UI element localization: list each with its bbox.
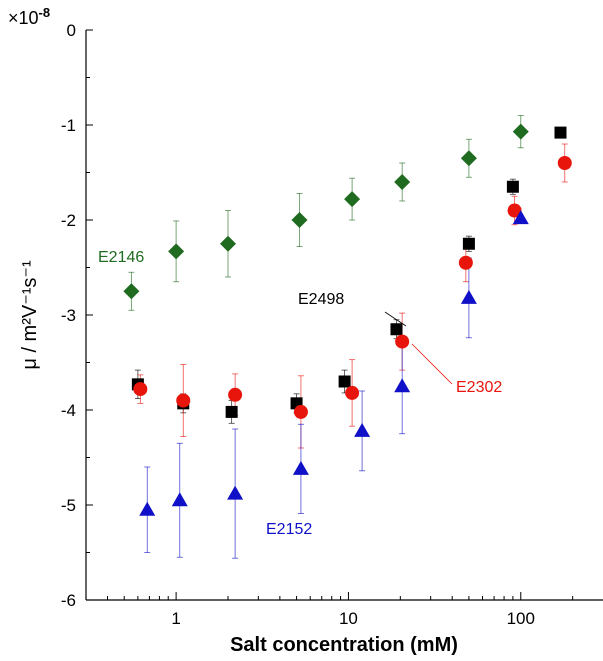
data-markers xyxy=(123,123,572,516)
e2152-point xyxy=(139,501,156,516)
series-annotations: E2146 E2498 E2302 E2152 xyxy=(98,249,502,538)
e2302-point xyxy=(507,203,522,218)
e2302-label: E2302 xyxy=(456,379,502,396)
e2146-point xyxy=(291,212,308,228)
y-axis-title: μ / m²V⁻¹s⁻¹ xyxy=(19,260,41,370)
e2498-point xyxy=(506,180,519,193)
y-ticks: 0 -1 -2 -3 -4 -5 -6 xyxy=(61,21,93,610)
e2302-point xyxy=(228,387,243,402)
e2146-point xyxy=(344,191,361,208)
e2146-point xyxy=(168,243,185,260)
e2152-point xyxy=(292,460,309,475)
e2146-point xyxy=(123,283,140,300)
y-tick-label: -6 xyxy=(61,591,76,610)
e2498-leader-line xyxy=(384,311,407,327)
x-tick-label: 10 xyxy=(339,609,358,628)
e2302-point xyxy=(293,404,308,419)
e2302-point xyxy=(557,156,572,170)
x-tick-label: 100 xyxy=(507,609,535,628)
y-tick-label: -2 xyxy=(61,211,76,230)
e2146-point xyxy=(512,123,529,140)
axes-frame xyxy=(85,30,603,601)
e2498-point xyxy=(462,237,475,250)
error-bars xyxy=(128,115,568,559)
e2152-label: E2152 xyxy=(266,521,312,538)
e2498-point xyxy=(390,323,403,336)
e2302-point xyxy=(133,382,148,397)
e2152-point xyxy=(227,485,244,500)
e2152-point xyxy=(460,289,477,304)
e2302-point xyxy=(345,385,360,400)
e2302-point xyxy=(395,334,410,349)
y-tick-label: -3 xyxy=(61,306,76,325)
x-ticks: 1 10 100 xyxy=(85,592,574,628)
e2152-point xyxy=(171,492,188,507)
e2146-label: E2146 xyxy=(98,249,144,266)
e2498-label: E2498 xyxy=(298,291,344,308)
e2302-point xyxy=(458,255,473,270)
e2302-point xyxy=(176,393,191,408)
e2498-point xyxy=(338,375,351,388)
y-tick-label: 0 xyxy=(67,21,76,40)
x-axis-title: Salt concentration (mM) xyxy=(230,634,458,656)
y-tick-label: -4 xyxy=(61,401,76,420)
e2498-point xyxy=(554,126,567,139)
e2498-point xyxy=(225,405,238,418)
e2146-point xyxy=(394,174,411,190)
y-tick-label: -5 xyxy=(61,496,76,515)
e2146-point xyxy=(460,150,477,167)
x-tick-label: 1 xyxy=(171,609,180,628)
y-multiplier: ×10-8 xyxy=(8,5,50,28)
y-tick-label: -1 xyxy=(61,116,76,135)
y-multiplier-exponent: -8 xyxy=(39,5,51,20)
e2302-leader-line xyxy=(411,343,453,385)
e2152-point xyxy=(512,210,529,225)
e2152-point xyxy=(394,378,411,393)
e2152-point xyxy=(354,422,371,437)
e2146-point xyxy=(219,235,236,252)
